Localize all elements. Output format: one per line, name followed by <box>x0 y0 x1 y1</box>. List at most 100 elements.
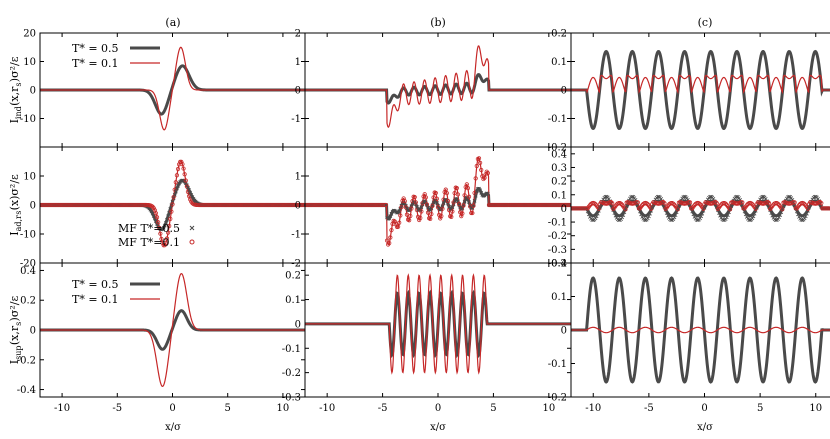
y-tick-label: -10 <box>20 230 36 241</box>
marker-mf-t05 <box>613 213 618 218</box>
panel-row3-a: -0.4 -0.2 0 0.2 0.4 -10 -5 0 5 10 <box>17 262 306 414</box>
legend-marker-o <box>189 239 195 245</box>
marker-mf-t05 <box>176 183 180 188</box>
x-axis-label-a: x/σ <box>165 422 181 433</box>
marker-mf-t05 <box>698 216 702 221</box>
marker-mf-t05 <box>406 208 410 213</box>
y-tick-label: 0 <box>30 201 36 212</box>
marker-mf-t05 <box>389 211 394 216</box>
marker-mf-t05 <box>640 215 645 219</box>
marker-mf-t05 <box>391 208 396 213</box>
y-tick-label: 0.4 <box>20 266 36 277</box>
y-tick-label: 1 <box>295 172 301 183</box>
marker-mf-t05 <box>742 209 747 214</box>
marker-mf-t05 <box>665 213 670 218</box>
marker-mf-t01 <box>662 201 667 206</box>
marker-mf-t05 <box>593 216 598 221</box>
y-tick-label: -0.1 <box>548 359 567 370</box>
marker-mf-t05 <box>450 205 455 210</box>
marker-mf-t05 <box>423 200 428 205</box>
marker-mf-t05 <box>397 209 402 214</box>
marker-mf-t01 <box>412 195 417 200</box>
marker-mf-t01 <box>819 201 824 206</box>
marker-mf-t05 <box>148 207 153 212</box>
marker-mf-t01 <box>180 162 185 167</box>
marker-mf-t01 <box>156 220 161 225</box>
marker-mf-t05 <box>724 215 729 220</box>
marker-mf-t01 <box>383 202 389 208</box>
legend-label: T* = 0.1 <box>72 293 119 306</box>
marker-mf-t01 <box>395 224 401 229</box>
marker-mf-t01 <box>429 212 434 217</box>
x-tick-label: -10 <box>585 403 601 414</box>
marker-mf-t05 <box>816 197 820 201</box>
marker-mf-t05 <box>149 209 154 214</box>
marker-mf-t05 <box>594 214 599 219</box>
marker-mf-t05 <box>427 207 432 212</box>
marker-mf-t01 <box>408 213 413 219</box>
y-tick-label: 0.1 <box>285 295 301 306</box>
marker-mf-t05 <box>773 218 778 223</box>
y-tick-label: -2 <box>291 259 301 270</box>
y-tick-label: -0.2 <box>17 355 36 366</box>
legend-label: T* = 0.5 <box>72 42 119 55</box>
marker-mf-t01 <box>456 201 462 206</box>
marker-mf-t05 <box>797 215 801 219</box>
marker-mf-t01 <box>159 236 164 242</box>
marker-mf-t01 <box>470 210 475 216</box>
marker-mf-t05 <box>190 195 195 199</box>
series-group <box>571 194 830 223</box>
marker-mf-t05 <box>662 204 667 209</box>
marker-mf-t05 <box>419 205 424 210</box>
x-axis-labels: x/σ x/σ x/σ <box>165 422 713 433</box>
marker-mf-t01 <box>162 243 167 248</box>
marker-mf-t05 <box>171 196 176 201</box>
series-group <box>305 156 571 247</box>
column-titles: (a) (b) (c) <box>165 16 712 29</box>
y-tick-label: 0 <box>30 326 36 337</box>
marker-mf-t01 <box>444 190 449 196</box>
y-tick-label: 0.3 <box>551 163 567 174</box>
marker-mf-t01 <box>635 200 640 205</box>
x-tick-label: 10 <box>542 403 555 414</box>
x-tick-label: 5 <box>225 403 231 414</box>
marker-mf-t05 <box>803 214 808 219</box>
y-tick-label: 0.2 <box>285 271 301 282</box>
marker-mf-t05 <box>664 211 669 215</box>
marker-mf-t01 <box>471 203 476 208</box>
marker-mf-t05 <box>620 215 625 220</box>
marker-mf-t01 <box>398 213 403 218</box>
y-tick-label: -10 <box>20 114 36 125</box>
marker-mf-t05 <box>639 212 643 217</box>
marker-mf-t05 <box>691 212 696 217</box>
marker-mf-t05 <box>595 211 600 216</box>
marker-mf-t05 <box>420 202 425 207</box>
marker-mf-t05 <box>711 197 716 201</box>
marker-mf-t05 <box>388 214 393 219</box>
marker-mf-t01 <box>482 175 487 180</box>
legends: T* = 0.5 T* = 0.1 T* = 0.5 T* = 0.1 MF T*=0.… <box>72 42 195 306</box>
marker-mf-t01 <box>479 167 484 173</box>
marker-mf-t05 <box>612 211 617 215</box>
marker-mf-t05 <box>743 212 748 217</box>
marker-mf-t05 <box>645 216 650 221</box>
marker-mf-t05 <box>684 196 689 200</box>
x-tick-label: -10 <box>319 403 335 414</box>
marker-mf-t01 <box>713 200 718 205</box>
marker-mf-t05 <box>723 217 728 221</box>
series-line-t05 <box>571 49 830 131</box>
marker-mf-t05 <box>669 218 674 223</box>
y-tick-label: 0.2 <box>551 259 567 270</box>
marker-mf-t05 <box>744 215 749 219</box>
marker-mf-t01 <box>765 200 771 205</box>
panel-row3-c: -0.2 -0.1 0 0.1 0.2 -10 -5 0 5 10 <box>548 259 830 414</box>
marker-mf-t01 <box>163 240 168 245</box>
series-line-t01 <box>571 326 830 334</box>
x-tick-label: 0 <box>169 403 175 414</box>
marker-mf-t05 <box>632 196 637 200</box>
x-tick-label: -5 <box>378 403 388 414</box>
series-line-t05 <box>571 276 830 384</box>
marker-mf-t01 <box>175 166 181 172</box>
y-tick-label: 0.1 <box>551 57 567 68</box>
